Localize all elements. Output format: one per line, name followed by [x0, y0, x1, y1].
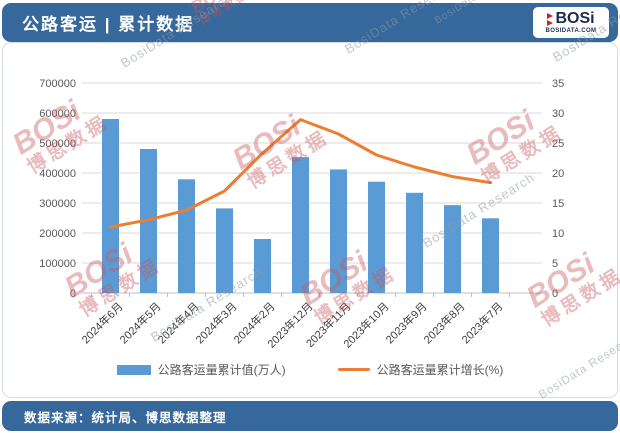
legend-line-label: 公路客运量累计增长(%) [376, 363, 504, 377]
data-source-text: 数据来源：统计局、博思数据整理 [24, 410, 227, 425]
legend-bar-swatch [116, 364, 151, 375]
logo-brand: BOSi [555, 10, 595, 27]
chart-card [2, 42, 618, 398]
legend-item-bar: 公路客运量累计值(万人) [116, 361, 286, 378]
legend-item-line: 公路客运量累计增长(%) [337, 361, 504, 378]
legend-line-swatch [337, 368, 370, 371]
bosi-logo: BOSi BOSIDATA.COM [533, 7, 609, 38]
footer-band: 数据来源：统计局、博思数据整理 [2, 401, 618, 431]
logo-site-text: BOSIDATA.COM [545, 28, 597, 34]
logo-row: BOSi [547, 10, 595, 27]
header-band: 公路客运 | 累计数据 BOSi BOSIDATA.COM [2, 3, 618, 42]
chart-legend: 公路客运量累计值(万人) 公路客运量累计增长(%) [0, 361, 620, 378]
page-title: 公路客运 | 累计数据 [22, 15, 195, 34]
logo-triangles-icon [547, 12, 554, 26]
legend-bar-label: 公路客运量累计值(万人) [157, 363, 286, 377]
